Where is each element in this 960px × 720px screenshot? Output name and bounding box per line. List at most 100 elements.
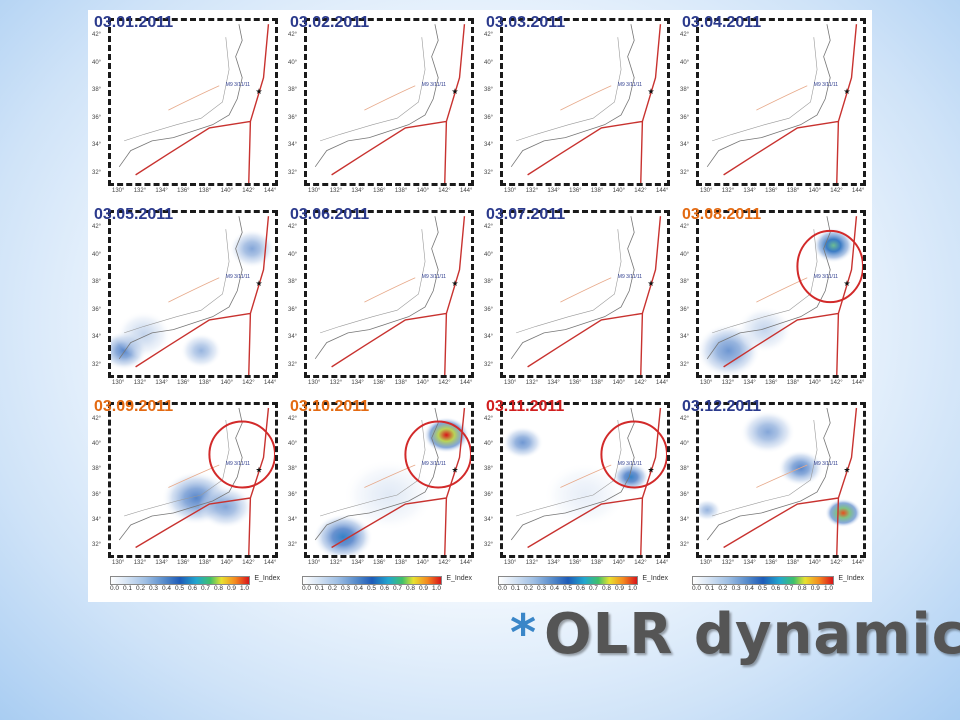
x-tick-label: 132°: [133, 560, 147, 566]
y-tick-label: 38°: [92, 279, 102, 286]
x-tick-label: 140°: [612, 188, 625, 194]
epicenter-star-icon: ★: [843, 466, 850, 475]
map-canvas: M9 3/11/11 ★: [699, 216, 863, 375]
colorbar-tick-label: 0.5: [175, 585, 185, 592]
y-tick-label: 34°: [92, 516, 102, 523]
colorbar-tick-label: 0.8: [602, 585, 612, 592]
highlight-circle: [208, 420, 275, 489]
y-tick-label: 40°: [92, 441, 102, 448]
x-tick-label: 134°: [351, 188, 364, 194]
map-panel: 42° 40° 38° 36° 34° 32° M9 3/11/11 ★ 03.12.201…: [676, 394, 872, 572]
y-axis-labels: 42° 40° 38° 36° 34° 32°: [676, 402, 696, 558]
epicenter-star-icon: ★: [647, 87, 654, 96]
colorbar-tick-label: 0.6: [188, 585, 198, 592]
colorbar-tick-label: 0.7: [589, 585, 599, 592]
epicenter-label: M9 3/11/11: [618, 274, 642, 280]
x-tick-label: 136°: [765, 380, 778, 386]
epicenter-label: M9 3/11/11: [814, 82, 838, 88]
colorbar-tick-label: 0.5: [367, 585, 377, 592]
y-tick-label: 34°: [484, 142, 494, 149]
panel-date: 03.09.2011: [94, 398, 174, 415]
colorbar-tick-label: 0.2: [718, 585, 728, 592]
map-canvas: M9 3/11/11 ★: [313, 407, 471, 555]
x-tick-label: 144°: [852, 188, 865, 194]
colorbar-tick-label: 0.7: [784, 585, 794, 592]
x-tick-label: 138°: [786, 380, 800, 386]
map-panel: 42° 40° 38° 36° 34° 32° M9 3/11/11 ★ 03.11.201…: [480, 394, 676, 572]
x-tick-label: 144°: [656, 380, 669, 386]
x-tick-label: 134°: [547, 188, 560, 194]
x-tick-label: 144°: [852, 380, 865, 386]
x-axis-labels: 130° 132° 134° 136° 138° 140° 142° 144°: [108, 380, 278, 390]
colorbar-ticks: 0.0 0.1 0.2 0.3 0.4 0.5 0.6 0.7 0.8 0.9 1.0: [692, 585, 834, 595]
map-frame: M9 3/11/11 ★: [500, 18, 670, 186]
coastline-inner: [124, 37, 230, 142]
coastline-inner: [712, 229, 818, 334]
x-tick-label: 138°: [394, 560, 408, 566]
colorbar-tick-label: 0.4: [162, 585, 172, 592]
slide-title-text: OLR dynamics: [544, 602, 960, 667]
epicenter-star-icon: ★: [451, 87, 458, 96]
panel-date: 03.01.2011: [94, 14, 174, 31]
colorbar-tick-label: 0.0: [110, 585, 120, 592]
fault-line: [168, 464, 220, 488]
x-tick-label: 130°: [700, 380, 713, 386]
epicenter-star-icon: ★: [255, 279, 262, 288]
y-tick-label: 34°: [288, 516, 298, 523]
fault-line: [364, 464, 416, 488]
y-tick-label: 32°: [288, 362, 298, 368]
y-tick-label: 40°: [680, 251, 690, 258]
y-tick-label: 38°: [484, 279, 494, 286]
x-tick-label: 140°: [220, 560, 233, 566]
epicenter-label: M9 3/11/11: [814, 274, 838, 280]
y-axis-labels: 42° 40° 38° 36° 34° 32°: [480, 210, 500, 378]
x-tick-label: 138°: [786, 560, 800, 566]
x-tick-label: 144°: [460, 188, 473, 194]
colorbar-label: E_Index: [254, 575, 280, 582]
plate-boundary: [331, 24, 466, 183]
coastline: [314, 24, 439, 168]
colorbar-label: E_Index: [446, 575, 472, 582]
y-tick-label: 36°: [680, 306, 690, 313]
x-tick-label: 144°: [264, 188, 277, 194]
plate-boundary: [135, 24, 270, 183]
x-tick-label: 138°: [590, 380, 604, 386]
fault-line: [364, 85, 416, 111]
colorbar-label: E_Index: [642, 575, 668, 582]
coastline: [314, 407, 439, 541]
x-tick-label: 140°: [220, 380, 233, 386]
olr-anomaly-blob: [503, 426, 544, 459]
x-tick-label: 130°: [504, 560, 517, 566]
x-tick-label: 140°: [416, 380, 429, 386]
x-tick-label: 136°: [373, 188, 386, 194]
map-panel: 42° 40° 38° 36° 34° 32° M9 3/11/11 ★ 03.06.201…: [284, 202, 480, 392]
map-frame: M9 3/11/11 ★: [108, 210, 278, 378]
colorbar-tick-label: 0.9: [810, 585, 820, 592]
fault-line: [756, 85, 808, 111]
y-tick-label: 38°: [288, 279, 298, 286]
y-tick-label: 32°: [484, 362, 494, 368]
colorbar-tick-label: 1.0: [432, 585, 442, 592]
fault-line: [168, 277, 220, 303]
x-tick-label: 142°: [438, 560, 451, 566]
x-tick-label: 142°: [830, 188, 843, 194]
y-tick-label: 36°: [484, 306, 494, 313]
epicenter-label: M9 3/11/11: [422, 461, 446, 467]
x-axis-labels: 130° 132° 134° 136° 138° 140° 142° 144°: [304, 560, 474, 570]
x-tick-label: 136°: [177, 380, 190, 386]
y-tick-label: 38°: [484, 466, 494, 473]
coastline: [118, 407, 243, 541]
fault-line: [560, 277, 612, 303]
map-panel: 42° 40° 38° 36° 34° 32° M9 3/11/11 ★ 03.01.201…: [88, 10, 284, 200]
x-tick-label: 132°: [329, 380, 343, 386]
panel-date: 03.07.2011: [486, 206, 566, 223]
x-axis-labels: 130° 132° 134° 136° 138° 140° 142° 144°: [108, 560, 278, 570]
y-tick-label: 40°: [680, 441, 690, 448]
map-canvas: M9 3/11/11 ★: [118, 24, 270, 183]
x-tick-label: 130°: [700, 188, 713, 194]
coastline-inner: [712, 419, 818, 517]
x-tick-label: 138°: [786, 188, 800, 194]
y-tick-label: 40°: [484, 59, 494, 66]
y-tick-label: 38°: [288, 87, 298, 94]
colorbar-tick-label: 0.7: [393, 585, 403, 592]
